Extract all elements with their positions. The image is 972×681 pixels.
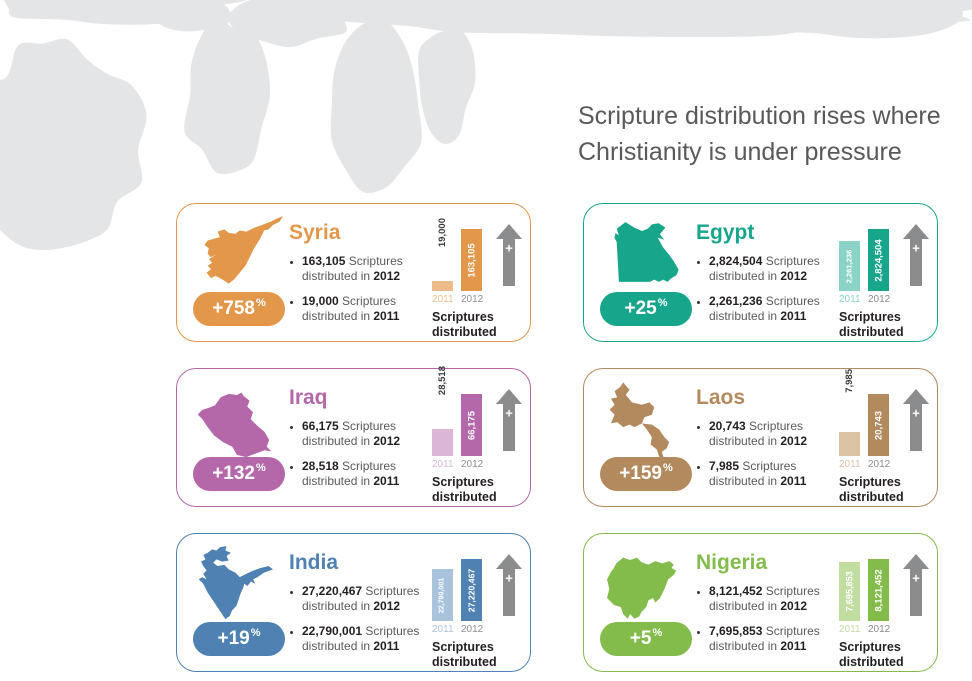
svg-text:+: +	[505, 570, 513, 585]
svg-text:+: +	[505, 240, 513, 255]
svg-text:+: +	[505, 405, 513, 420]
svg-text:+: +	[912, 240, 920, 255]
svg-text:+: +	[912, 405, 920, 420]
svg-text:+: +	[912, 570, 920, 585]
